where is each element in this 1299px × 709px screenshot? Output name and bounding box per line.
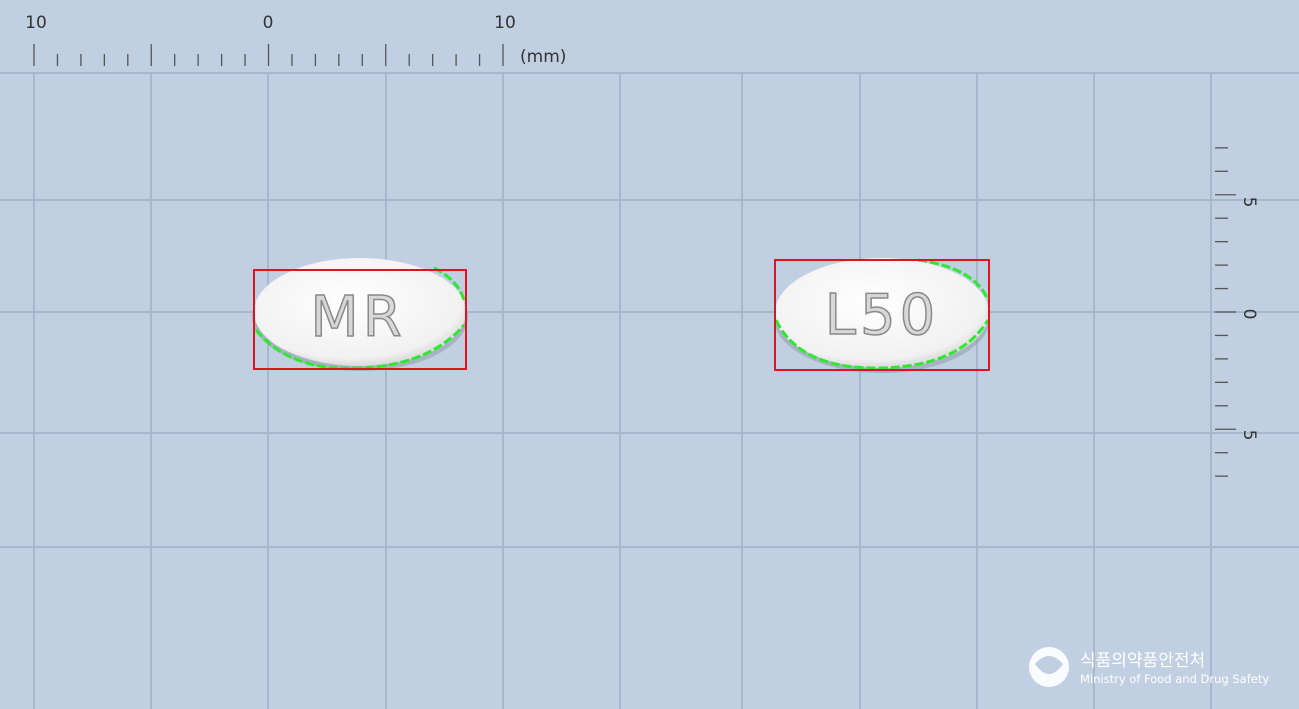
- grid: [0, 72, 1299, 709]
- imprint: MR: [310, 285, 405, 350]
- rulers: [33, 44, 1236, 477]
- logo-en: Ministry of Food and Drug Safety: [1080, 672, 1269, 686]
- ruler-label: 5: [1239, 197, 1259, 208]
- logo: 식품의약품안전처 Ministry of Food and Drug Safet…: [1029, 647, 1269, 687]
- imprint: L50: [825, 283, 939, 348]
- ruler-label: 10: [25, 13, 47, 33]
- pill: MR: [252, 258, 468, 371]
- pill: L50: [774, 258, 990, 373]
- ruler-label: 10: [494, 13, 516, 33]
- ruler-unit: (mm): [520, 47, 566, 67]
- ruler-label: 0: [1239, 309, 1259, 320]
- logo-ko: 식품의약품안전처: [1080, 651, 1205, 671]
- ruler-label: 0: [263, 13, 274, 33]
- ruler-label: 5: [1239, 430, 1259, 441]
